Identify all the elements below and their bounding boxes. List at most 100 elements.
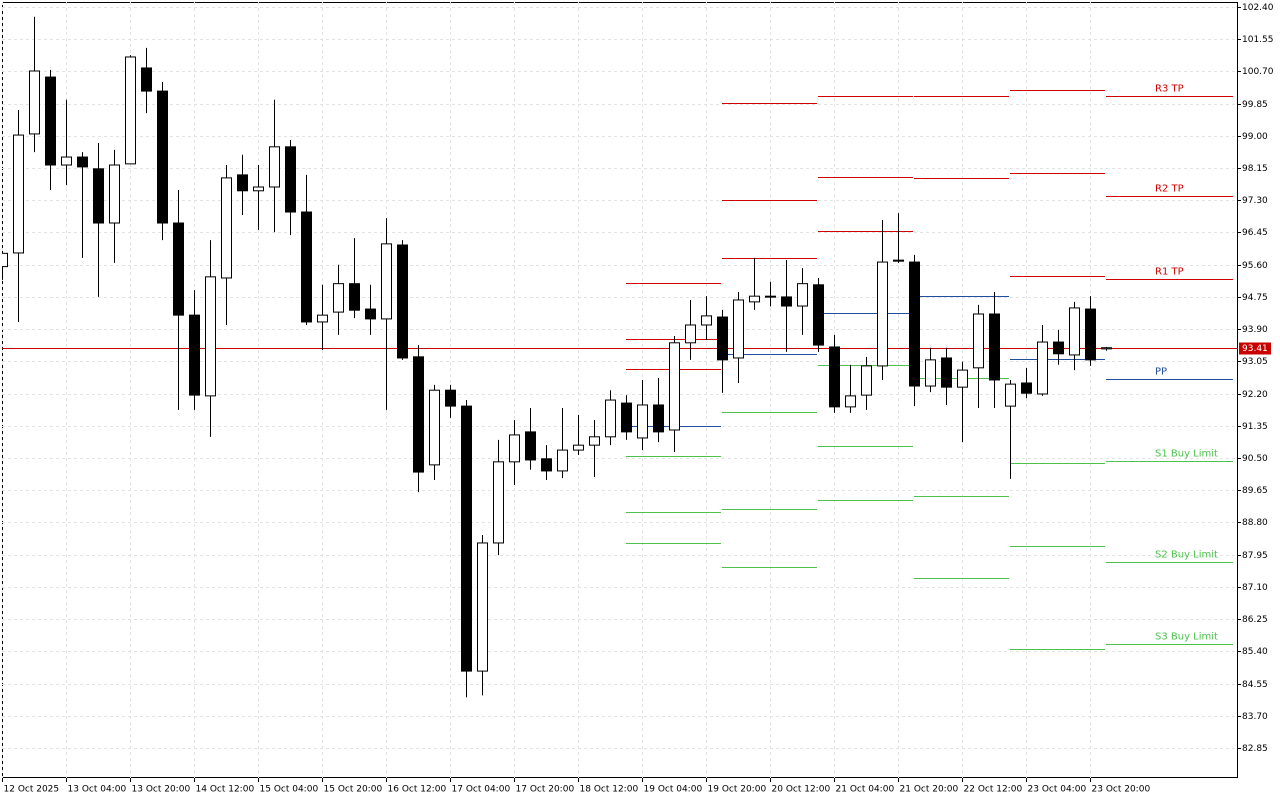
x-tick-label: 21 Oct 20:00 — [900, 785, 959, 795]
x-tick-label: 14 Oct 12:00 — [196, 785, 255, 795]
x-tick-label: 20 Oct 12:00 — [772, 785, 831, 795]
y-tick-label: 99.85 — [1242, 100, 1268, 110]
y-tick-label: 87.10 — [1242, 583, 1268, 593]
x-tick-label: 17 Oct 20:00 — [516, 785, 575, 795]
y-tick-label: 89.65 — [1242, 486, 1268, 496]
pivot-label: PP — [1155, 367, 1167, 378]
candle-body — [157, 90, 168, 224]
y-tick-label: 95.60 — [1242, 261, 1268, 271]
y-tick-label: 86.25 — [1242, 615, 1268, 625]
candle-body — [125, 56, 136, 165]
candle-body — [493, 461, 504, 544]
y-tick-label: 83.70 — [1242, 712, 1268, 722]
candle-body — [893, 259, 904, 262]
candle-body — [733, 299, 744, 359]
candle-body — [61, 156, 72, 166]
candle-body — [189, 314, 200, 396]
candle-body — [797, 283, 808, 307]
candle-body — [1005, 383, 1016, 407]
y-tick-label: 92.20 — [1242, 390, 1268, 400]
y-tick-label: 88.80 — [1242, 518, 1268, 528]
candle-body — [13, 134, 24, 254]
y-tick-label: 99.00 — [1242, 132, 1268, 142]
x-tick-label: 13 Oct 04:00 — [68, 785, 127, 795]
pivot-label: R2 TP — [1155, 184, 1184, 195]
x-tick-label: 19 Oct 04:00 — [644, 785, 703, 795]
x-tick-label: 15 Oct 04:00 — [260, 785, 319, 795]
candle-body — [685, 324, 696, 344]
candle-body — [477, 542, 488, 672]
x-tick-label: 21 Oct 04:00 — [836, 785, 895, 795]
candle-body — [45, 76, 56, 166]
y-tick-label: 102.40 — [1242, 3, 1274, 13]
candle-body — [701, 315, 712, 326]
plot-frame — [2, 2, 1238, 778]
candle-body — [909, 261, 920, 387]
pivot-label: S3 Buy Limit — [1155, 632, 1218, 643]
pivot-label: R3 TP — [1155, 84, 1184, 95]
candle-body — [221, 177, 232, 279]
candle-body — [1037, 341, 1048, 395]
candle-body — [445, 389, 456, 407]
y-tick-label: 94.75 — [1242, 293, 1268, 303]
candle-body — [285, 146, 296, 213]
candle-body — [957, 369, 968, 388]
candle-body — [589, 436, 600, 446]
candle-body — [765, 295, 776, 298]
candle-body — [829, 346, 840, 408]
candle-body — [669, 342, 680, 431]
candle-body — [877, 261, 888, 367]
candle-body — [525, 431, 536, 461]
last-price-tag — [1239, 342, 1271, 355]
plot-area: R3 TP R2 TP R1 TP PP S1 Buy Limit S2 Buy Limi… — [2, 16, 1238, 698]
candle-body — [573, 444, 584, 451]
candle-body — [413, 356, 424, 473]
candle-body — [365, 308, 376, 320]
y-tick-label: 90.50 — [1242, 454, 1268, 464]
y-tick-label: 96.45 — [1242, 228, 1268, 238]
grid — [2, 2, 1238, 778]
y-tick-label: 82.85 — [1242, 744, 1268, 754]
candle-body — [29, 70, 40, 135]
candle-body — [973, 313, 984, 369]
y-tick-label: 101.55 — [1242, 35, 1274, 45]
x-tick-label: 17 Oct 04:00 — [452, 785, 511, 795]
candle-body — [813, 284, 824, 346]
candle-body — [605, 399, 616, 438]
candle-body — [2, 252, 8, 268]
x-tick-label: 15 Oct 20:00 — [324, 785, 383, 795]
candle-body — [141, 67, 152, 92]
candle-body — [349, 283, 360, 311]
y-tick-label: 93.90 — [1242, 325, 1268, 335]
candle-body — [989, 313, 1000, 381]
candle-body — [749, 295, 760, 303]
candle-body — [925, 359, 936, 387]
candle-body — [861, 365, 872, 396]
candle-body — [717, 316, 728, 361]
x-tick-label: 12 Oct 2025 — [4, 785, 60, 795]
last-price-label: 93.41 — [1242, 344, 1268, 354]
x-tick-label: 19 Oct 20:00 — [708, 785, 767, 795]
y-tick-label: 93.05 — [1242, 357, 1268, 367]
candle-body — [93, 168, 104, 224]
candle-body — [1053, 341, 1064, 355]
candle-body — [621, 402, 632, 433]
candle-body — [1069, 307, 1080, 356]
x-tick-label: 23 Oct 04:00 — [1028, 785, 1087, 795]
candle-body — [333, 283, 344, 313]
pivot-label: S2 Buy Limit — [1155, 550, 1218, 561]
x-tick-label: 13 Oct 20:00 — [132, 785, 191, 795]
candle-body — [429, 389, 440, 466]
candle-body — [637, 404, 648, 439]
candle-body — [269, 146, 280, 188]
candle-body — [397, 244, 408, 359]
candle-body — [205, 276, 216, 397]
candle-body — [77, 156, 88, 168]
x-tick-label: 16 Oct 12:00 — [388, 785, 447, 795]
y-tick-label: 97.30 — [1242, 196, 1268, 206]
candle-body — [301, 211, 312, 323]
candle-body — [941, 357, 952, 388]
y-tick-label: 85.40 — [1242, 647, 1268, 657]
candle-body — [253, 186, 264, 192]
